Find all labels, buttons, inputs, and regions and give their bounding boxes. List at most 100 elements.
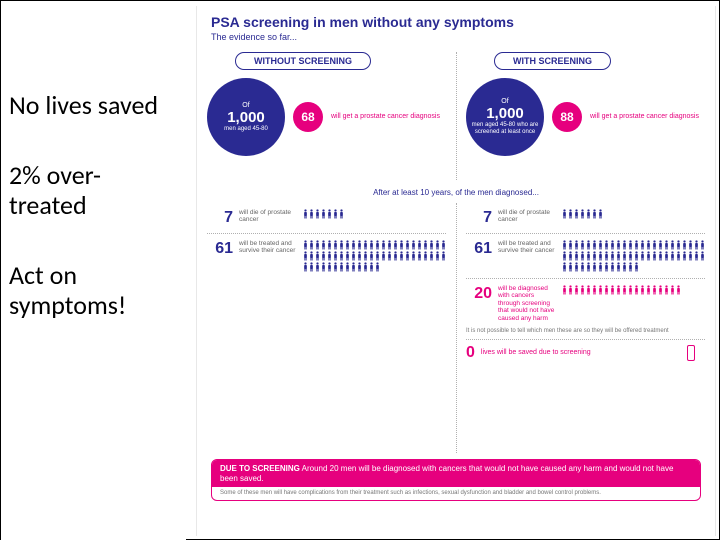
- person-icon: [309, 240, 314, 250]
- stat-die-with: 7 will die of prostate cancer: [466, 209, 705, 227]
- person-icon: [303, 251, 308, 261]
- person-icon: [682, 240, 687, 250]
- person-icon: [598, 285, 603, 295]
- person-icon: [357, 251, 362, 261]
- person-icon: [592, 285, 597, 295]
- person-icon: [309, 262, 314, 272]
- person-icon: [658, 251, 663, 261]
- person-icon: [315, 240, 320, 250]
- person-icon: [580, 262, 585, 272]
- person-icon: [580, 285, 585, 295]
- person-icon: [586, 251, 591, 261]
- person-icon: [435, 240, 440, 250]
- person-icon: [303, 262, 308, 272]
- person-icon: [682, 251, 687, 261]
- person-icon: [622, 262, 627, 272]
- person-icon: [333, 240, 338, 250]
- person-icon: [303, 240, 308, 250]
- person-icon: [628, 240, 633, 250]
- person-icon: [315, 209, 320, 219]
- pill-with: WITH SCREENING: [494, 52, 611, 70]
- person-icon: [592, 262, 597, 272]
- person-icon: [676, 285, 681, 295]
- person-icon: [327, 262, 332, 272]
- person-icon: [598, 262, 603, 272]
- person-icon: [423, 240, 428, 250]
- person-icon: [616, 251, 621, 261]
- person-icon: [351, 262, 356, 272]
- person-icon: [694, 251, 699, 261]
- infographic-title: PSA screening in men without any symptom…: [211, 14, 701, 30]
- person-icon: [423, 251, 428, 261]
- person-icon: [363, 262, 368, 272]
- person-icon: [399, 251, 404, 261]
- person-icon: [417, 240, 422, 250]
- person-icon: [399, 240, 404, 250]
- person-icon: [622, 285, 627, 295]
- person-icon: [574, 209, 579, 219]
- person-icon: [604, 240, 609, 250]
- person-icon: [363, 251, 368, 261]
- person-icon: [369, 251, 374, 261]
- person-icon: [640, 285, 645, 295]
- summary-line-1: No lives saved: [9, 91, 178, 121]
- person-icon: [381, 251, 386, 261]
- person-icon: [610, 240, 615, 250]
- person-icon: [586, 209, 591, 219]
- stat-overdiagnosed: 20 will be diagnosed with cancers throug…: [466, 285, 705, 335]
- col-without: WITHOUT SCREENING Of 1,000 men aged 45-8…: [197, 52, 456, 180]
- stat-die-without: 7 will die of prostate cancer: [207, 209, 446, 227]
- person-icon: [441, 251, 446, 261]
- person-icon: [351, 240, 356, 250]
- person-icon: [616, 262, 621, 272]
- person-icon: [652, 251, 657, 261]
- stat-survive-with: 61 will be treated and survive their can…: [466, 240, 705, 272]
- person-icon: [363, 240, 368, 250]
- person-icon: [339, 262, 344, 272]
- person-icon: [688, 251, 693, 261]
- person-icon: [634, 251, 639, 261]
- person-icon: [405, 240, 410, 250]
- person-icon: [321, 240, 326, 250]
- person-icon: [562, 251, 567, 261]
- person-icon: [622, 251, 627, 261]
- person-icon: [598, 209, 603, 219]
- pill-without: WITHOUT SCREENING: [235, 52, 371, 70]
- person-icon: [562, 285, 567, 295]
- person-icon: [327, 209, 332, 219]
- person-icon: [700, 251, 705, 261]
- summary-panel: No lives saved 2% over-treated Act on sy…: [1, 1, 186, 541]
- person-icon: [646, 251, 651, 261]
- diagnosis-label-with: will get a prostate cancer diagnosis: [590, 113, 699, 121]
- cohort-circle-with: Of 1,000 men aged 45-80 who are screened…: [466, 78, 544, 156]
- person-icon: [411, 251, 416, 261]
- diagnosis-label-without: will get a prostate cancer diagnosis: [331, 113, 440, 121]
- person-icon: [562, 209, 567, 219]
- person-icon: [580, 251, 585, 261]
- person-icon: [640, 251, 645, 261]
- person-icon: [658, 285, 663, 295]
- person-icon: [670, 285, 675, 295]
- person-icon: [604, 251, 609, 261]
- cohort-circle-without: Of 1,000 men aged 45-80: [207, 78, 285, 156]
- diagnosis-count-without: 68: [293, 102, 323, 132]
- person-icon: [646, 285, 651, 295]
- person-icon: [574, 251, 579, 261]
- mid-banner: After at least 10 years, of the men diag…: [197, 188, 715, 197]
- person-icon: [333, 209, 338, 219]
- person-icon: [664, 251, 669, 261]
- person-icon: [610, 285, 615, 295]
- person-icon: [598, 240, 603, 250]
- person-icon: [592, 240, 597, 250]
- person-icon: [405, 251, 410, 261]
- person-icon: [568, 240, 573, 250]
- person-icon: [628, 262, 633, 272]
- person-icon: [309, 209, 314, 219]
- person-icon: [375, 251, 380, 261]
- person-icon: [357, 240, 362, 250]
- infographic: PSA screening in men without any symptom…: [196, 6, 716, 536]
- person-icon: [568, 285, 573, 295]
- person-icon: [441, 240, 446, 250]
- person-icon: [634, 262, 639, 272]
- person-icon: [333, 251, 338, 261]
